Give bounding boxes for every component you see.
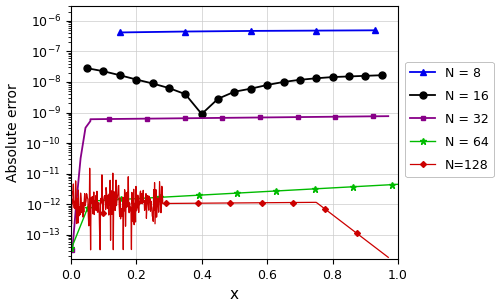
N = 16 bbox=[248, 87, 254, 91]
N = 16 bbox=[198, 112, 204, 116]
N = 32 bbox=[386, 114, 392, 118]
N = 32 bbox=[70, 248, 75, 252]
N = 16 bbox=[215, 97, 221, 101]
N = 64 bbox=[321, 187, 327, 190]
N = 16 bbox=[166, 86, 172, 90]
N = 32 bbox=[166, 116, 172, 120]
Line: N=128: N=128 bbox=[69, 166, 390, 259]
N = 16 bbox=[297, 78, 303, 82]
N = 32 bbox=[366, 115, 372, 118]
N = 8 bbox=[117, 30, 123, 34]
N = 16 bbox=[117, 73, 123, 77]
N = 64 bbox=[392, 183, 398, 186]
N = 32 bbox=[122, 117, 128, 121]
N = 16 bbox=[133, 78, 139, 81]
N=128 bbox=[86, 166, 92, 170]
Line: N = 64: N = 64 bbox=[68, 181, 402, 252]
N = 8 bbox=[182, 30, 188, 33]
N = 32 bbox=[227, 116, 233, 120]
N=128 bbox=[146, 194, 152, 198]
N = 64 bbox=[369, 184, 375, 188]
N=128 bbox=[158, 211, 164, 215]
N=128 bbox=[68, 199, 74, 203]
N = 64 bbox=[395, 182, 401, 186]
N = 16 bbox=[150, 82, 156, 85]
N = 16 bbox=[84, 66, 90, 70]
N = 8 bbox=[248, 29, 254, 33]
N=128 bbox=[316, 202, 322, 206]
N = 16 bbox=[264, 83, 270, 87]
Legend: N = 8, N = 16, N = 32, N = 64, N=128: N = 8, N = 16, N = 32, N = 64, N=128 bbox=[405, 62, 494, 177]
N = 64 bbox=[162, 195, 168, 199]
N = 64 bbox=[106, 198, 112, 202]
N=128 bbox=[169, 201, 175, 205]
N = 16 bbox=[100, 69, 106, 73]
N = 16 bbox=[346, 75, 352, 78]
N = 16 bbox=[330, 75, 336, 79]
N=128 bbox=[277, 201, 283, 205]
N = 8 bbox=[372, 28, 378, 32]
Line: N = 16: N = 16 bbox=[84, 65, 385, 117]
N = 16 bbox=[232, 90, 237, 94]
X-axis label: x: x bbox=[230, 287, 239, 302]
Line: N = 8: N = 8 bbox=[116, 27, 378, 36]
Line: N = 32: N = 32 bbox=[70, 114, 390, 253]
N=128 bbox=[386, 255, 392, 259]
N = 64 bbox=[68, 246, 74, 250]
N = 64 bbox=[328, 186, 334, 190]
N = 16 bbox=[280, 80, 286, 84]
N = 16 bbox=[378, 73, 384, 77]
N = 16 bbox=[313, 76, 319, 80]
N = 16 bbox=[182, 92, 188, 96]
N = 32 bbox=[178, 116, 184, 120]
N = 8 bbox=[313, 29, 319, 32]
N=128 bbox=[354, 232, 360, 236]
N = 16 bbox=[362, 74, 368, 78]
Y-axis label: Absolute error: Absolute error bbox=[6, 83, 20, 182]
N = 32 bbox=[163, 117, 169, 120]
